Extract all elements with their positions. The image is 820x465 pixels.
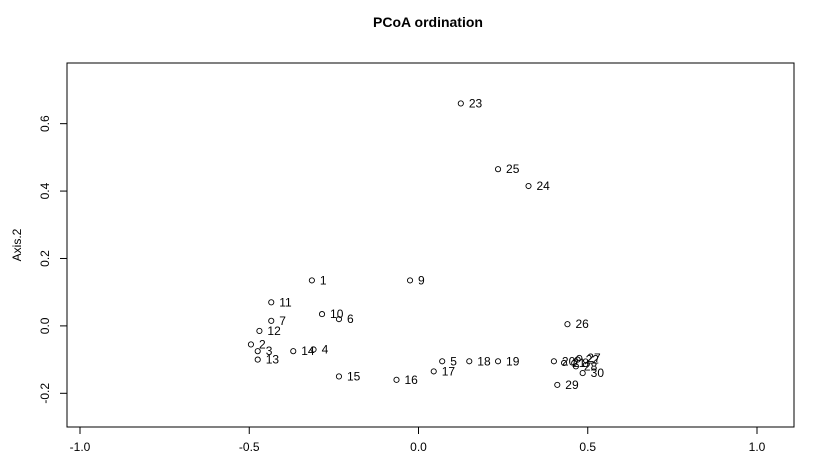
point-label-25: 25: [506, 162, 520, 176]
point-label-27: 27: [587, 351, 601, 365]
point-label-28: 28: [584, 359, 598, 373]
point-label-1: 1: [320, 273, 327, 287]
point-label-17: 17: [442, 364, 456, 378]
data-point-17: [430, 368, 437, 375]
point-label-12: 12: [267, 324, 281, 338]
y-tick-label: 0.6: [38, 115, 52, 132]
point-label-15: 15: [347, 369, 361, 383]
data-point-4: [310, 346, 317, 353]
data-point-19: [494, 358, 502, 365]
data-point-30: [579, 370, 586, 377]
data-point-25: [494, 166, 502, 173]
data-point-27: [576, 354, 583, 361]
chart-title: PCoA ordination: [373, 14, 483, 30]
data-point-15: [335, 373, 343, 380]
x-tick-label: -1.0: [70, 440, 91, 454]
data-point-2: [247, 341, 254, 348]
x-tick-label: 1.0: [749, 440, 766, 454]
point-label-3: 3: [266, 344, 273, 358]
data-point-22: [574, 356, 581, 363]
point-label-5: 5: [450, 354, 457, 368]
point-label-2: 2: [259, 337, 266, 351]
data-point-28: [572, 363, 579, 370]
point-label-26: 26: [575, 317, 589, 331]
point-label-29: 29: [565, 378, 579, 392]
point-label-11: 11: [279, 295, 292, 309]
point-label-7: 7: [279, 314, 286, 328]
point-label-16: 16: [404, 373, 418, 387]
data-point-8: [571, 359, 578, 367]
point-label-13: 13: [266, 353, 280, 367]
y-tick-label: 0.0: [38, 317, 52, 334]
point-label-19: 19: [506, 354, 520, 368]
data-point-24: [525, 182, 532, 190]
data-point-7: [268, 317, 275, 324]
x-tick-label: -0.5: [239, 440, 260, 454]
data-point-1: [308, 277, 315, 284]
point-label-22: 22: [586, 353, 600, 367]
data-point-13: [254, 356, 261, 363]
y-tick-label: 0.4: [38, 182, 52, 199]
data-point-26: [564, 321, 571, 328]
data-point-21: [561, 359, 568, 367]
data-point-11: [268, 299, 275, 306]
data-point-3: [254, 348, 261, 355]
y-axis: -0.2 0.0 0.2 0.4 0.6: [38, 115, 68, 404]
x-tick-label: 0.0: [410, 440, 427, 454]
x-axis: -1.0 -0.5 0.0 0.5 1.0: [70, 426, 766, 454]
x-tick-label: 0.5: [579, 440, 596, 454]
y-tick-label: -0.2: [38, 383, 52, 404]
point-label-24: 24: [537, 179, 551, 193]
data-point-23: [457, 100, 464, 107]
point-label-6: 6: [347, 312, 354, 326]
point-label-9: 9: [418, 273, 425, 287]
point-label-20: 20: [562, 354, 576, 368]
data-point-12: [256, 327, 263, 334]
data-point-20: [550, 358, 557, 365]
data-point-9: [406, 277, 414, 284]
data-point-16: [393, 376, 400, 383]
y-tick-label: 0.2: [38, 250, 52, 267]
data-point-5: [439, 358, 446, 365]
data-point-29: [554, 381, 561, 388]
point-label-21: 21: [572, 356, 586, 370]
point-label-30: 30: [591, 366, 605, 380]
y-axis-label: Axis.2: [10, 228, 24, 261]
point-label-14: 14: [301, 344, 315, 358]
data-point-14: [290, 348, 297, 355]
data-point-6: [335, 316, 343, 323]
plot-frame: [66, 62, 795, 428]
point-label-4: 4: [322, 342, 329, 356]
point-label-8: 8: [582, 356, 589, 370]
data-point-10: [318, 311, 326, 318]
data-point-18: [466, 358, 473, 365]
point-label-23: 23: [469, 96, 483, 110]
point-label-18: 18: [477, 354, 491, 368]
point-label-10: 10: [330, 307, 344, 321]
